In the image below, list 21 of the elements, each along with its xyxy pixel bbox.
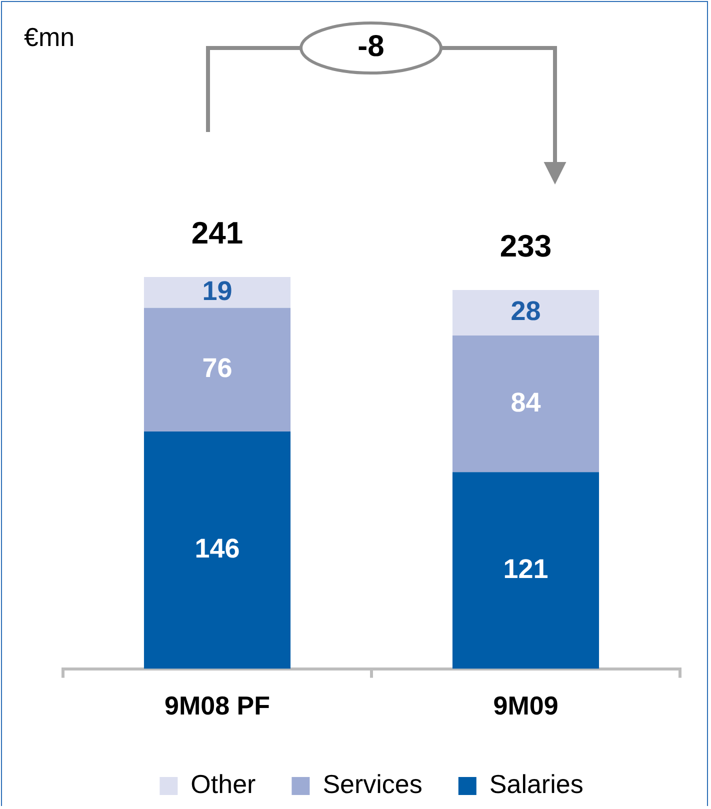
data-label: 19	[202, 276, 232, 306]
text: -8	[301, 22, 441, 72]
data-label: 76	[202, 353, 232, 384]
text: €mn	[24, 22, 75, 53]
data-label: 84	[510, 387, 541, 418]
bar	[452, 290, 600, 336]
bar	[144, 308, 291, 432]
legend-label: Salaries	[489, 769, 584, 800]
legend-label: Other	[190, 769, 256, 800]
x-tick-label: 9M09	[493, 690, 558, 721]
data-label: 121	[503, 554, 548, 584]
legend-label: Services	[322, 769, 422, 800]
bar	[144, 431, 291, 669]
bar	[452, 336, 600, 472]
bar	[144, 277, 291, 308]
data-label: 146	[194, 534, 240, 564]
total-label: 241	[191, 216, 244, 251]
total-label: 233	[500, 228, 552, 264]
data-label: 28	[510, 296, 541, 326]
bar	[452, 472, 600, 669]
x-tick-label: 9M08 PF	[164, 690, 270, 721]
